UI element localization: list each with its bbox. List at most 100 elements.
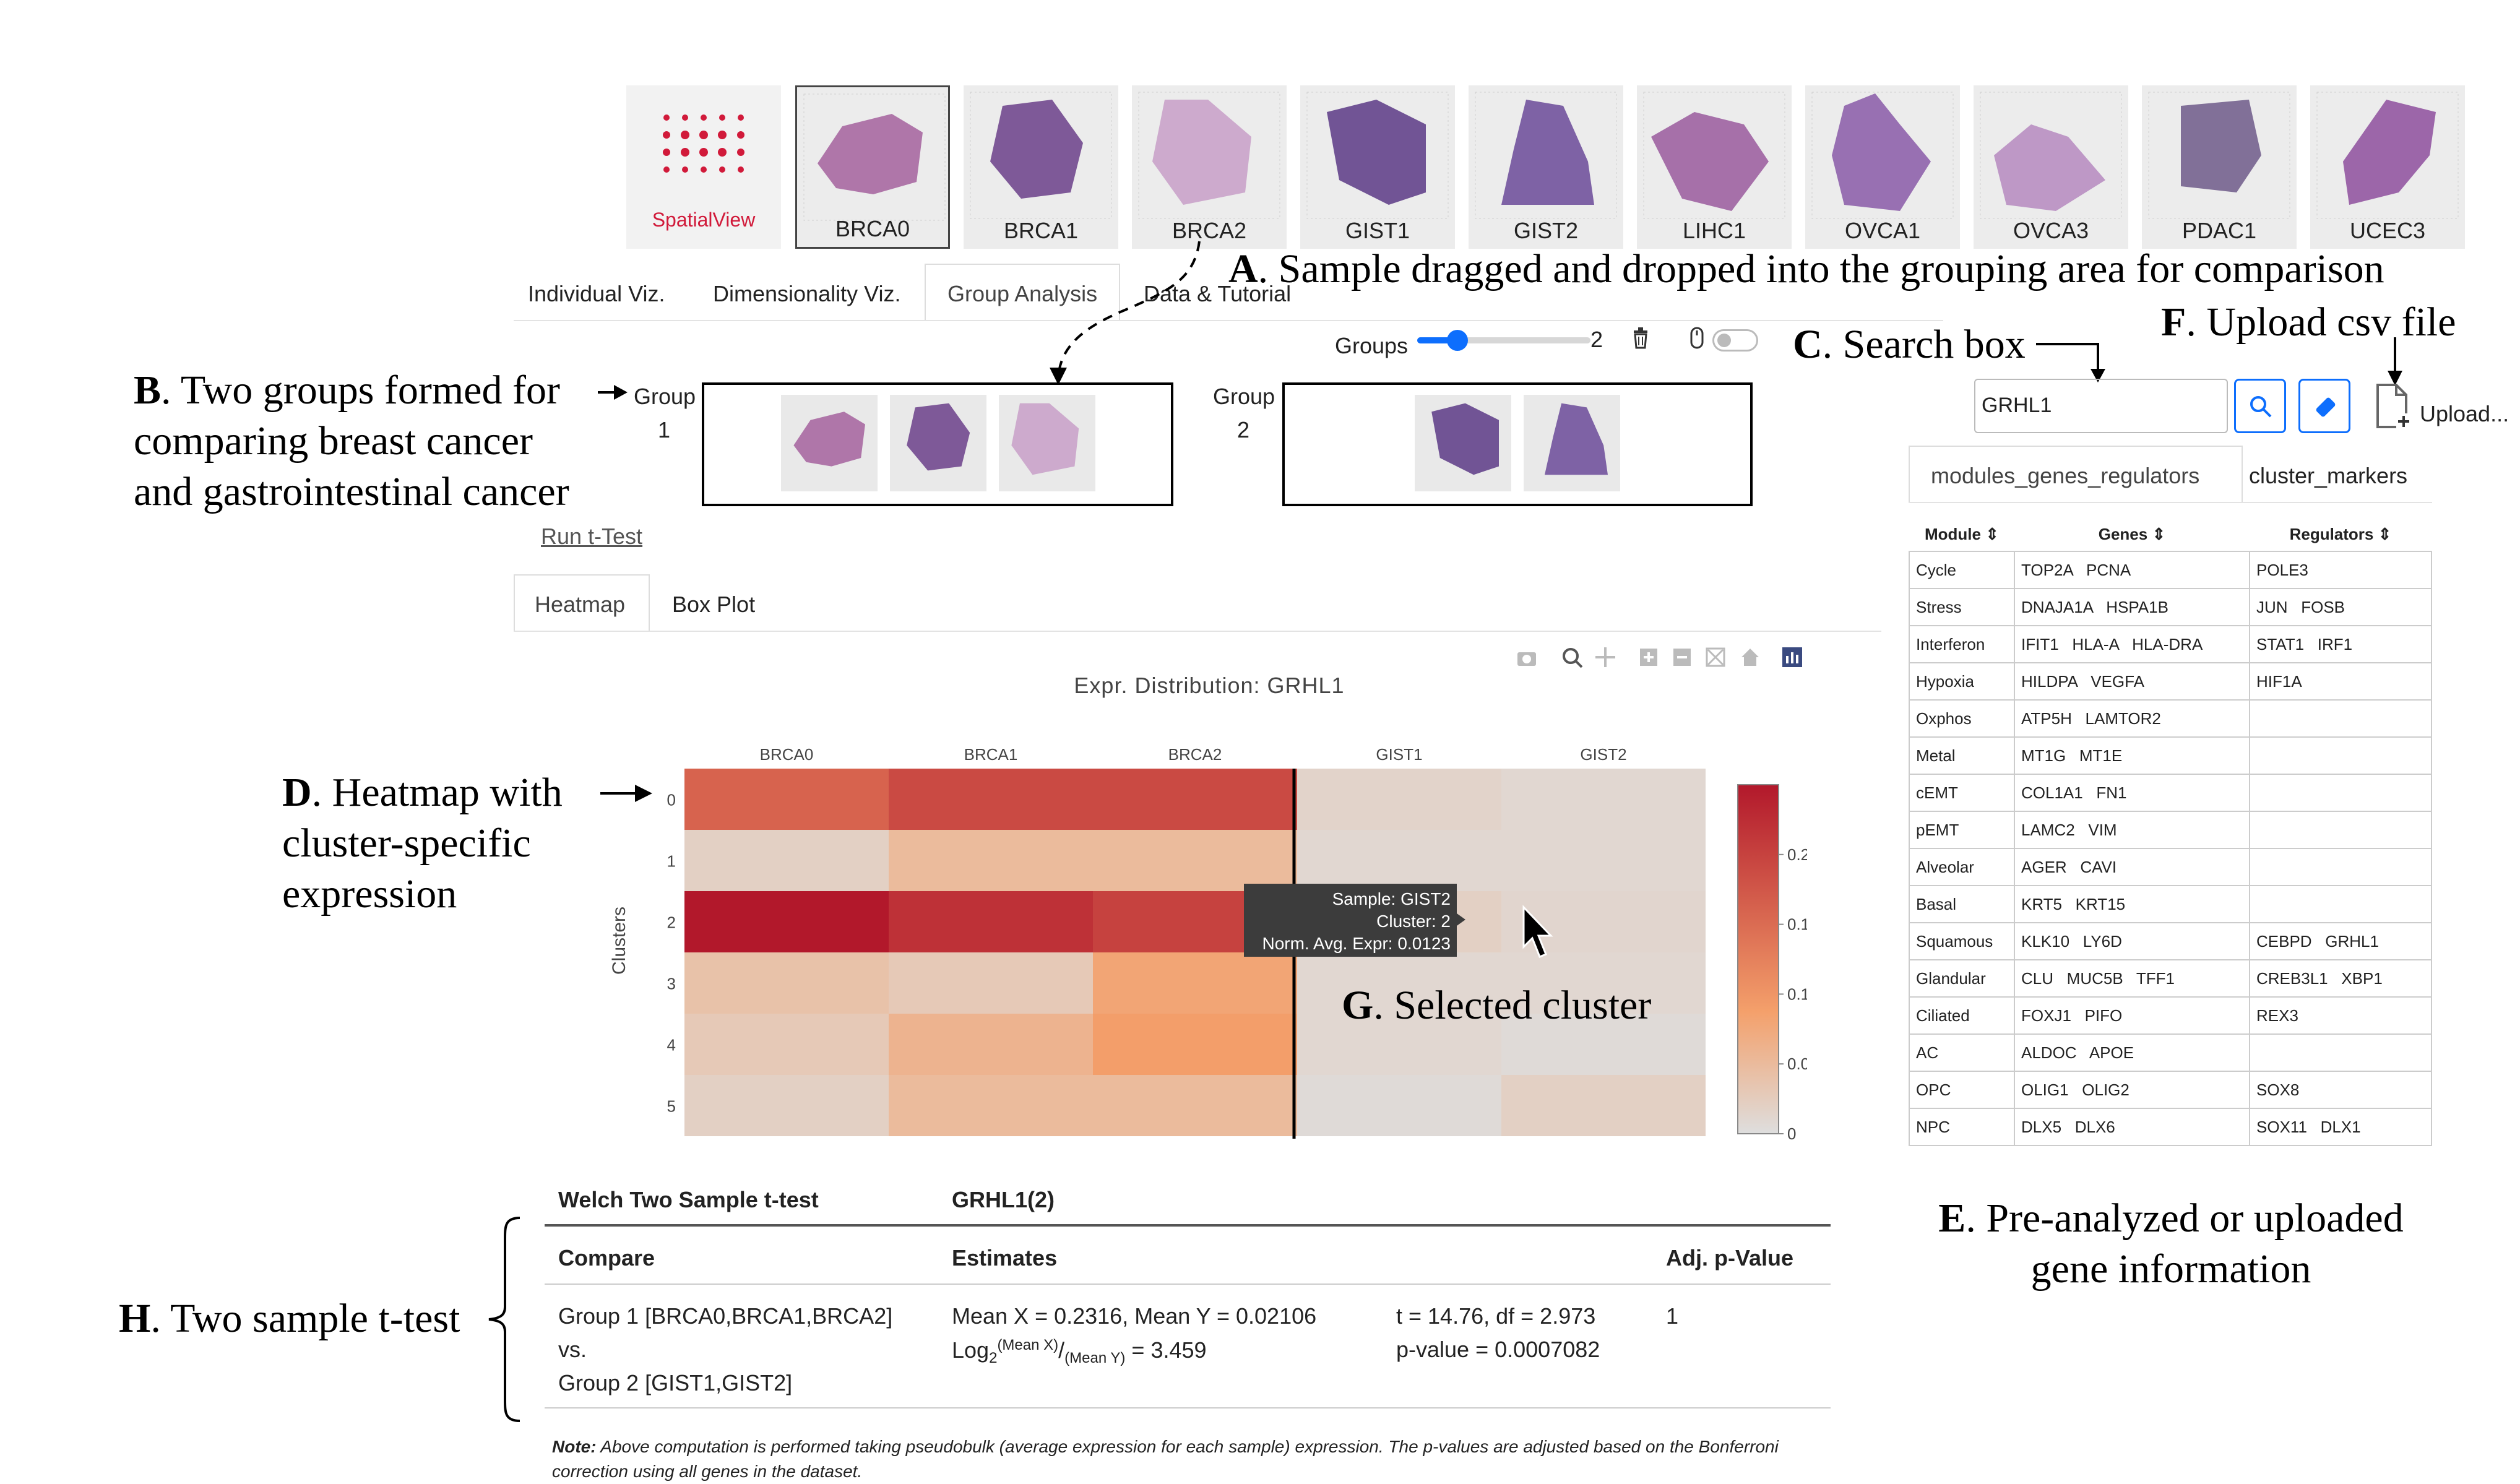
heatmap-cell-gist2-cluster-4[interactable]: [1501, 1014, 1706, 1075]
sample-thumbnail-brca2[interactable]: BRCA2: [1132, 85, 1287, 249]
tab-cluster-markers[interactable]: cluster_markers: [2249, 463, 2408, 488]
sample-thumbnail-lihc1[interactable]: LIHC1: [1637, 85, 1792, 249]
heatmap-cell-brca1-cluster-4[interactable]: [889, 1014, 1093, 1075]
gene-table-row[interactable]: Squamous KLK10 LY6D CEBPD GRHL1: [1909, 922, 2432, 960]
sort-icon[interactable]: ⇕: [2378, 524, 2392, 543]
groups-slider-handle[interactable]: [1447, 330, 1468, 351]
heatmap-cell-brca1-cluster-0[interactable]: [889, 769, 1093, 830]
annotation-f: F. Upload csv file: [2161, 300, 2456, 345]
gene-table-row[interactable]: Hypoxia HILDPA VEGFA HIF1A: [1909, 662, 2432, 701]
tab-group-analysis[interactable]: Group Analysis: [947, 281, 1098, 306]
spatialview-logo[interactable]: SpatialView: [626, 85, 781, 249]
heatmap-cell-brca0-cluster-3[interactable]: [684, 952, 889, 1014]
heatmap-cell-brca0-cluster-5[interactable]: [684, 1075, 889, 1136]
group-sample-brca1[interactable]: [890, 395, 986, 491]
gene-table-row[interactable]: Oxphos ATP5H LAMTOR2: [1909, 699, 2432, 738]
plot-toolbar: [1517, 647, 1802, 668]
zoom-in-icon[interactable]: [1640, 649, 1657, 666]
gene-table-row[interactable]: pEMT LAMC2 VIM: [1909, 811, 2432, 849]
heatmap-cell-gist2-cluster-0[interactable]: [1501, 769, 1706, 830]
group-2-number: 2: [1237, 417, 1250, 442]
sample-thumbnail-brca1[interactable]: BRCA1: [964, 85, 1118, 249]
heatmap-cell-brca0-cluster-2[interactable]: [684, 891, 889, 952]
group-sample-brca0[interactable]: [781, 395, 878, 491]
heatmap-y-axis-label: Clusters: [609, 907, 629, 975]
drag-toggle[interactable]: [1712, 329, 1758, 352]
gene-table-row[interactable]: Interferon IFIT1 HLA-A HLA-DRA STAT1 IRF1: [1909, 625, 2432, 663]
heatmap-cell-gist1-cluster-3[interactable]: [1297, 952, 1501, 1014]
plotly-logo-icon[interactable]: [1782, 647, 1802, 667]
gene-table-row[interactable]: Basal KRT5 KRT15: [1909, 885, 2432, 923]
tab-heatmap[interactable]: Heatmap: [535, 592, 626, 617]
heatmap-cell-brca1-cluster-5[interactable]: [889, 1075, 1093, 1136]
upload-file-icon[interactable]: [2375, 382, 2414, 431]
heatmap-cell-gist1-cluster-4[interactable]: [1297, 1014, 1501, 1075]
gene-table-row[interactable]: AC ALDOC APOE: [1909, 1033, 2432, 1072]
tab-data-tutorial[interactable]: Data & Tutorial: [1144, 281, 1292, 306]
sample-thumbnail-gist1[interactable]: GIST1: [1300, 85, 1455, 249]
tab-modules-genes-regulators[interactable]: modules_genes_regulators: [1931, 463, 2200, 488]
gene-cell-regulators: [2249, 885, 2432, 923]
sort-icon[interactable]: ⇕: [2152, 524, 2166, 543]
run-ttest-link[interactable]: Run t-Test: [541, 524, 643, 549]
heatmap-cell-brca0-cluster-4[interactable]: [684, 1014, 889, 1075]
col-header-regulators[interactable]: Regulators ⇕: [2289, 524, 2392, 543]
heatmap-cell-gist2-cluster-1[interactable]: [1501, 830, 1706, 891]
heatmap-cell-gist2-cluster-3[interactable]: [1501, 952, 1706, 1014]
ttest-compare-line1: Group 1 [BRCA0,BRCA1,BRCA2]: [558, 1303, 893, 1329]
sample-thumbnail-brca0[interactable]: BRCA0: [795, 85, 950, 249]
group-2-dropzone[interactable]: [1282, 382, 1753, 506]
heatmap-cell-brca0-cluster-0[interactable]: [684, 769, 889, 830]
heatmap-cell-brca2-cluster-5[interactable]: [1093, 1075, 1297, 1136]
heatmap-cell-brca2-cluster-3[interactable]: [1093, 952, 1297, 1014]
group-sample-gist1[interactable]: [1415, 395, 1511, 491]
gene-table-row[interactable]: NPC DLX5 DLX6 SOX11 DLX1: [1909, 1108, 2432, 1146]
sample-thumbnail-pdac1[interactable]: PDAC1: [2142, 85, 2297, 249]
autoscale-icon[interactable]: [1706, 647, 1725, 667]
clear-search-button[interactable]: [2298, 379, 2350, 433]
sample-thumbnail-ovca1[interactable]: OVCA1: [1805, 85, 1960, 249]
gene-table-row[interactable]: Alveolar AGER CAVI: [1909, 848, 2432, 886]
heatmap-cell-gist1-cluster-5[interactable]: [1297, 1075, 1501, 1136]
heatmap-cell-brca2-cluster-1[interactable]: [1093, 830, 1297, 891]
col-header-genes[interactable]: Genes ⇕: [2098, 524, 2166, 543]
tab-box-plot[interactable]: Box Plot: [672, 592, 756, 617]
heatmap-cell-gist2-cluster-5[interactable]: [1501, 1075, 1706, 1136]
sample-thumbnail-ucec3[interactable]: UCEC3: [2310, 85, 2465, 249]
sample-thumbnail-ovca3[interactable]: OVCA3: [1974, 85, 2128, 249]
sort-icon[interactable]: ⇕: [1985, 524, 2000, 543]
heatmap-cell-brca2-cluster-0[interactable]: [1093, 769, 1297, 830]
gene-table-row[interactable]: Cycle TOP2A PCNA POLE3: [1909, 551, 2432, 589]
gene-table-row[interactable]: Metal MT1G MT1E: [1909, 736, 2432, 775]
reset-home-icon[interactable]: [1741, 649, 1759, 666]
gene-table-row[interactable]: Stress DNAJA1A HSPA1B JUN FOSB: [1909, 588, 2432, 626]
groups-slider-track[interactable]: [1417, 330, 1590, 351]
heatmap-cell-gist1-cluster-1[interactable]: [1297, 830, 1501, 891]
gene-table-row[interactable]: cEMT COL1A1 FN1: [1909, 774, 2432, 812]
heatmap-cell-gist1-cluster-0[interactable]: [1297, 769, 1501, 830]
camera-icon[interactable]: [1517, 652, 1536, 666]
upload-button-label[interactable]: Upload...: [2420, 401, 2509, 426]
gene-search-input[interactable]: GRHL1: [1974, 379, 2228, 433]
tab-dimensionality-viz[interactable]: Dimensionality Viz.: [713, 281, 901, 306]
sample-thumbnail-gist2[interactable]: GIST2: [1469, 85, 1623, 249]
group-1-dropzone[interactable]: [702, 382, 1173, 506]
zoom-icon[interactable]: [1563, 648, 1583, 668]
trash-icon[interactable]: [1632, 327, 1649, 349]
heatmap-cell-brca2-cluster-4[interactable]: [1093, 1014, 1297, 1075]
group-sample-brca2[interactable]: [999, 395, 1095, 491]
gene-table-row[interactable]: Ciliated FOXJ1 PIFO REX3: [1909, 996, 2432, 1035]
col-header-module[interactable]: Module ⇕: [1924, 524, 2000, 543]
gene-table-row[interactable]: Glandular CLU MUC5B TFF1 CREB3L1 XBP1: [1909, 959, 2432, 998]
heatmap-cell-brca1-cluster-3[interactable]: [889, 952, 1093, 1014]
heatmap-cell-brca1-cluster-1[interactable]: [889, 830, 1093, 891]
group-sample-gist2[interactable]: [1524, 395, 1620, 491]
gene-table-row[interactable]: OPC OLIG1 OLIG2 SOX8: [1909, 1071, 2432, 1109]
tab-individual-viz[interactable]: Individual Viz.: [528, 281, 665, 306]
gene-search-value: GRHL1: [1982, 394, 2052, 417]
zoom-out-icon[interactable]: [1673, 649, 1691, 666]
search-button[interactable]: [2234, 379, 2286, 433]
heatmap-cell-brca0-cluster-1[interactable]: [684, 830, 889, 891]
pan-icon[interactable]: [1595, 647, 1615, 667]
heatmap-cell-brca1-cluster-2[interactable]: [889, 891, 1093, 952]
